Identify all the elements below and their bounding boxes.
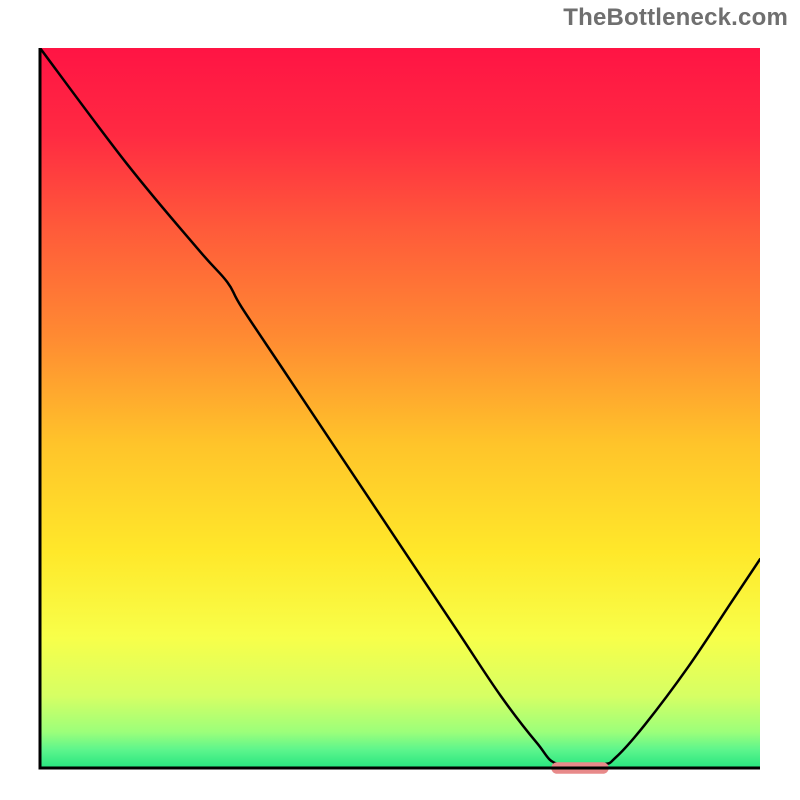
chart-svg — [20, 28, 780, 788]
plot-background — [40, 48, 760, 768]
bottleneck-chart — [20, 28, 780, 788]
page-root: { "watermark": { "text": "TheBottleneck.… — [0, 0, 800, 800]
